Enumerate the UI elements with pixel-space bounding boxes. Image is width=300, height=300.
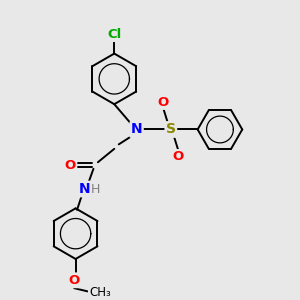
Text: O: O [173,150,184,164]
Text: N: N [131,122,142,136]
Text: S: S [166,122,176,136]
Text: Cl: Cl [107,28,122,41]
Text: O: O [68,274,80,287]
Text: O: O [158,96,169,109]
Text: H: H [91,182,101,196]
Text: CH₃: CH₃ [89,286,111,299]
Text: O: O [64,159,75,172]
Text: N: N [79,182,90,196]
